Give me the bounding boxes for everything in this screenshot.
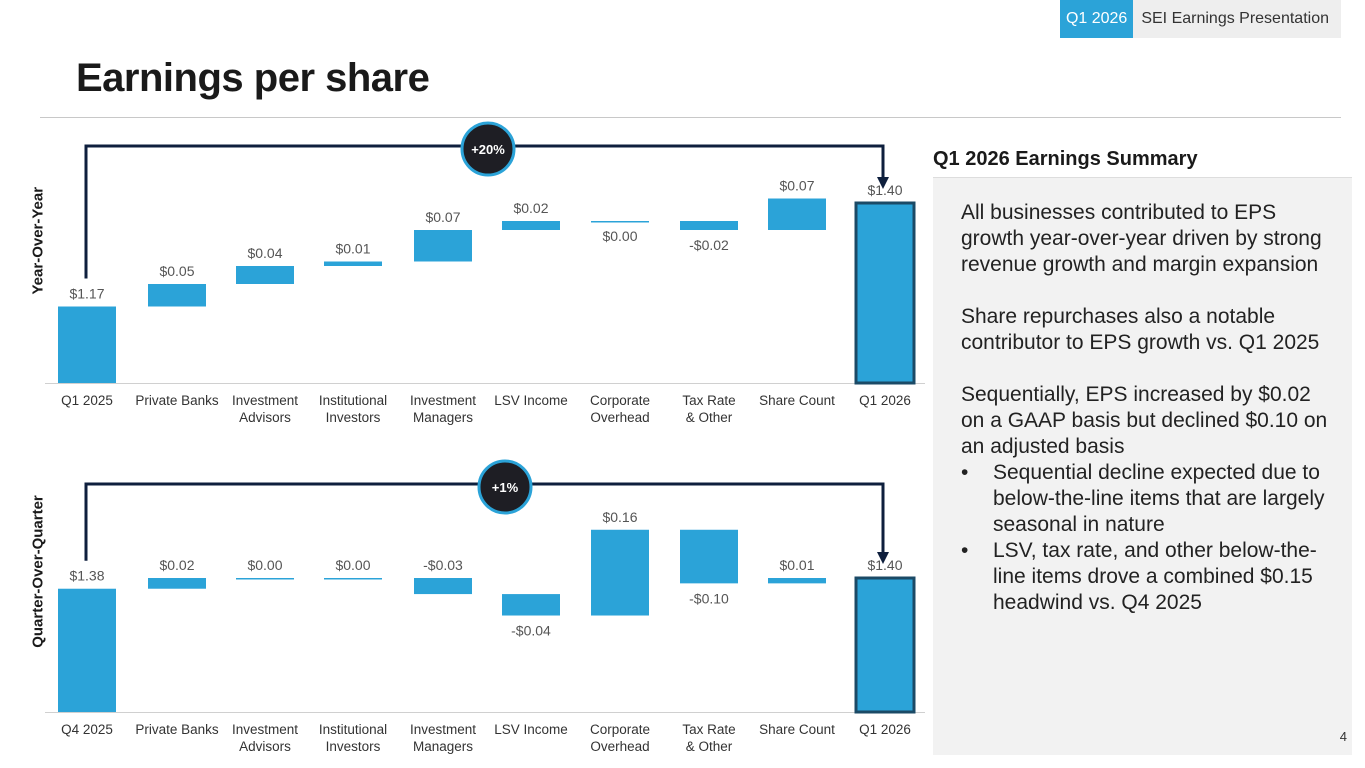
growth-badge-label: +20% (471, 142, 505, 157)
category-label: Corporate (590, 393, 650, 408)
title-divider (40, 117, 1341, 118)
category-label: Tax Rate (682, 722, 735, 737)
delta-bar (502, 221, 560, 230)
summary-paragraph: All businesses contributed to EPS growth… (961, 201, 1322, 276)
delta-bar (148, 578, 206, 589)
total-bar (58, 588, 116, 712)
delta-bar (324, 261, 382, 266)
category-label: Corporate (590, 722, 650, 737)
header-tag: Q1 2026 SEI Earnings Presentation (1059, 0, 1341, 38)
value-label: $0.07 (779, 178, 814, 194)
value-label: $0.01 (335, 241, 370, 257)
category-label: Q1 2025 (61, 393, 113, 408)
value-label: -$0.04 (511, 623, 551, 639)
value-label: $0.00 (602, 228, 637, 244)
value-label: $1.38 (69, 568, 104, 584)
category-label: Investors (326, 410, 381, 425)
value-label: $0.02 (513, 200, 548, 216)
category-label: Share Count (759, 393, 835, 408)
total-bar (58, 306, 116, 383)
category-label: Investment (410, 722, 476, 737)
eps-waterfall-charts: $1.17 Q1 2025 $0.05 Private Banks $0.04 Inves… (45, 121, 925, 754)
presentation-title: SEI Earnings Presentation (1133, 0, 1341, 38)
delta-bar (236, 578, 294, 580)
delta-bar (414, 230, 472, 262)
category-label: Tax Rate (682, 393, 735, 408)
category-label: Institutional (319, 393, 387, 408)
growth-badge (460, 121, 516, 177)
delta-bar (324, 578, 382, 580)
category-label: LSV Income (494, 393, 568, 408)
category-label: Q1 2026 (859, 393, 911, 408)
value-label: $0.02 (159, 557, 194, 573)
category-label: Private Banks (135, 393, 219, 408)
category-label: Advisors (239, 739, 291, 754)
summary-paragraph: Sequentially, EPS increased by $0.02 on … (961, 383, 1328, 458)
category-label: LSV Income (494, 722, 568, 737)
category-label: Overhead (590, 410, 649, 425)
summary-heading: Q1 2026 Earnings Summary (933, 148, 1198, 170)
value-label: -$0.02 (689, 237, 729, 253)
category-label: & Other (686, 739, 733, 754)
delta-bar (502, 594, 560, 616)
category-label: Managers (413, 739, 473, 754)
growth-badge-label: +1% (492, 480, 519, 495)
value-label: $0.01 (779, 557, 814, 573)
summary-panel: All businesses contributed to EPS growth… (933, 177, 1352, 755)
category-label: Private Banks (135, 722, 219, 737)
delta-bar (591, 529, 649, 616)
category-label: & Other (686, 410, 733, 425)
total-bar (854, 576, 916, 714)
delta-bar (236, 266, 294, 284)
delta-bar (591, 221, 649, 223)
category-label: Investment (410, 393, 476, 408)
value-label: $0.16 (602, 509, 637, 525)
value-label: $0.00 (335, 557, 370, 573)
summary-bullets: Sequential decline expected due to below… (961, 460, 1336, 616)
category-label: Investors (326, 739, 381, 754)
delta-bar (680, 221, 738, 230)
value-label: $1.40 (867, 182, 902, 198)
delta-bar (414, 578, 472, 595)
category-label: Investment (232, 393, 298, 408)
total-bar (854, 201, 916, 385)
value-label: $0.04 (247, 245, 282, 261)
summary-bullet: Sequential decline expected due to below… (961, 460, 1336, 538)
value-label: $0.07 (425, 209, 460, 225)
category-label: Overhead (590, 739, 649, 754)
category-label: Advisors (239, 410, 291, 425)
value-label: $0.00 (247, 557, 282, 573)
category-label: Institutional (319, 722, 387, 737)
category-label: Investment (232, 722, 298, 737)
value-label: $0.05 (159, 263, 194, 279)
delta-bar (148, 284, 206, 307)
quarter-tag: Q1 2026 (1059, 0, 1134, 38)
page-title: Earnings per share (76, 56, 430, 100)
value-label: $1.17 (69, 286, 104, 302)
value-label: -$0.10 (689, 590, 729, 606)
category-label: Managers (413, 410, 473, 425)
summary-paragraph: Share repurchases also a notable contrib… (961, 305, 1320, 354)
category-label: Q4 2025 (61, 722, 113, 737)
value-label: $1.40 (867, 557, 902, 573)
page-number: 4 (1339, 729, 1347, 744)
arrow-down-icon (877, 552, 889, 564)
delta-bar (768, 578, 826, 584)
category-label: Q1 2026 (859, 722, 911, 737)
delta-bar (680, 529, 738, 584)
category-label: Share Count (759, 722, 835, 737)
summary-bullet: LSV, tax rate, and other below-the-line … (961, 538, 1336, 616)
growth-badge (477, 459, 533, 515)
delta-bar (768, 198, 826, 230)
arrow-down-icon (877, 177, 889, 189)
value-label: -$0.03 (423, 557, 463, 573)
